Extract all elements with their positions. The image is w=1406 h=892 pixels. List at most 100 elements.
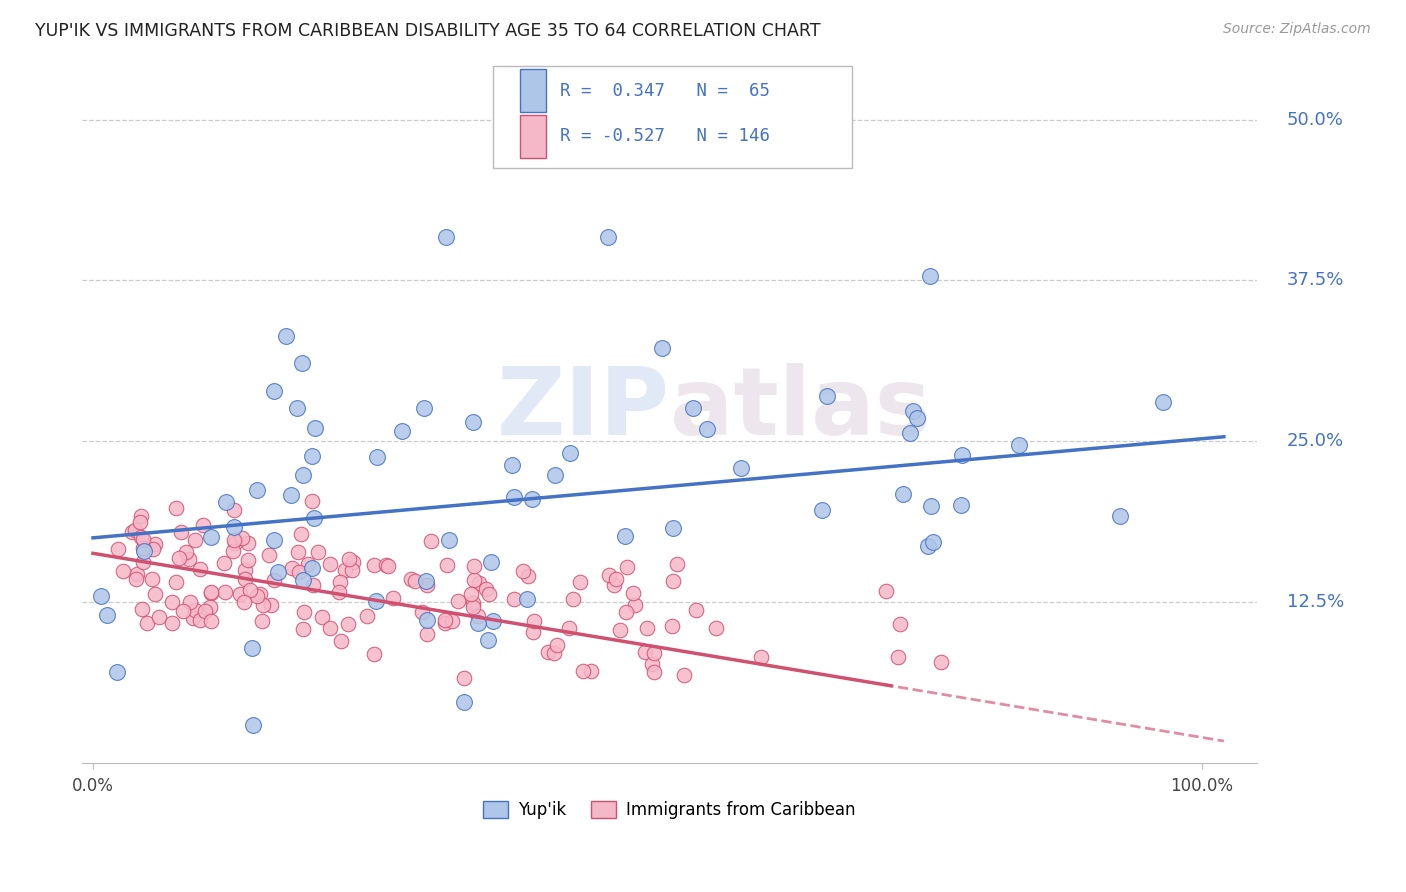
Immigrants from Caribbean bbox=[160, 595, 183, 609]
Immigrants from Caribbean bbox=[194, 604, 217, 618]
Yup'ik bbox=[463, 416, 485, 430]
Immigrants from Caribbean bbox=[236, 536, 259, 550]
Yup'ik bbox=[730, 460, 752, 475]
Immigrants from Caribbean bbox=[572, 664, 595, 678]
Immigrants from Caribbean bbox=[685, 603, 707, 617]
Immigrants from Caribbean bbox=[250, 615, 273, 629]
Immigrants from Caribbean bbox=[170, 524, 193, 539]
Immigrants from Caribbean bbox=[297, 557, 319, 571]
Immigrants from Caribbean bbox=[162, 616, 184, 631]
Yup'ik bbox=[1109, 508, 1132, 523]
Immigrants from Caribbean bbox=[603, 578, 626, 592]
Immigrants from Caribbean bbox=[200, 586, 222, 600]
Immigrants from Caribbean bbox=[318, 558, 340, 572]
Immigrants from Caribbean bbox=[307, 544, 329, 558]
Text: R = -0.527   N = 146: R = -0.527 N = 146 bbox=[560, 128, 770, 145]
Immigrants from Caribbean bbox=[461, 596, 484, 610]
Immigrants from Caribbean bbox=[411, 605, 433, 619]
Immigrants from Caribbean bbox=[420, 534, 443, 549]
Yup'ik bbox=[815, 389, 838, 403]
Immigrants from Caribbean bbox=[311, 610, 333, 624]
Immigrants from Caribbean bbox=[436, 558, 458, 572]
Immigrants from Caribbean bbox=[440, 614, 463, 628]
Yup'ik bbox=[898, 425, 921, 440]
Bar bbox=[520, 70, 546, 112]
Legend: Yup'ik, Immigrants from Caribbean: Yup'ik, Immigrants from Caribbean bbox=[477, 794, 862, 826]
Text: ZIP: ZIP bbox=[496, 363, 669, 455]
Immigrants from Caribbean bbox=[434, 613, 457, 627]
Immigrants from Caribbean bbox=[643, 646, 665, 660]
Immigrants from Caribbean bbox=[212, 557, 235, 571]
Yup'ik bbox=[437, 533, 460, 547]
Text: 12.5%: 12.5% bbox=[1286, 593, 1344, 611]
Immigrants from Caribbean bbox=[112, 564, 135, 578]
Immigrants from Caribbean bbox=[463, 558, 485, 573]
Immigrants from Caribbean bbox=[165, 575, 187, 590]
Immigrants from Caribbean bbox=[184, 533, 207, 547]
Immigrants from Caribbean bbox=[224, 536, 246, 550]
Immigrants from Caribbean bbox=[643, 665, 665, 680]
Yup'ik bbox=[560, 446, 582, 460]
Yup'ik bbox=[96, 608, 118, 623]
Immigrants from Caribbean bbox=[125, 567, 148, 582]
Yup'ik bbox=[415, 614, 437, 628]
Immigrants from Caribbean bbox=[260, 598, 283, 612]
FancyBboxPatch shape bbox=[494, 66, 852, 169]
Immigrants from Caribbean bbox=[174, 545, 197, 559]
Immigrants from Caribbean bbox=[665, 558, 688, 572]
Text: 25.0%: 25.0% bbox=[1286, 433, 1344, 450]
Immigrants from Caribbean bbox=[233, 563, 256, 577]
Immigrants from Caribbean bbox=[252, 598, 274, 612]
Immigrants from Caribbean bbox=[453, 671, 475, 685]
Immigrants from Caribbean bbox=[377, 558, 399, 573]
Immigrants from Caribbean bbox=[634, 645, 657, 659]
Immigrants from Caribbean bbox=[246, 589, 269, 603]
Text: R =  0.347   N =  65: R = 0.347 N = 65 bbox=[560, 81, 770, 100]
Immigrants from Caribbean bbox=[404, 574, 426, 588]
Immigrants from Caribbean bbox=[224, 533, 246, 547]
Immigrants from Caribbean bbox=[374, 558, 396, 573]
Immigrants from Caribbean bbox=[605, 572, 627, 586]
Text: Source: ZipAtlas.com: Source: ZipAtlas.com bbox=[1223, 22, 1371, 37]
Immigrants from Caribbean bbox=[328, 585, 350, 599]
Immigrants from Caribbean bbox=[461, 600, 484, 615]
Yup'ik bbox=[215, 494, 238, 508]
Yup'ik bbox=[503, 490, 526, 504]
Immigrants from Caribbean bbox=[537, 645, 560, 659]
Yup'ik bbox=[366, 450, 388, 464]
Yup'ik bbox=[950, 448, 973, 462]
Yup'ik bbox=[285, 401, 308, 416]
Immigrants from Caribbean bbox=[136, 615, 159, 630]
Yup'ik bbox=[921, 534, 943, 549]
Immigrants from Caribbean bbox=[463, 573, 485, 587]
Immigrants from Caribbean bbox=[233, 572, 256, 586]
Immigrants from Caribbean bbox=[467, 609, 489, 624]
Immigrants from Caribbean bbox=[340, 563, 363, 577]
Immigrants from Caribbean bbox=[460, 587, 482, 601]
Yup'ik bbox=[132, 544, 155, 558]
Immigrants from Caribbean bbox=[381, 591, 404, 606]
Immigrants from Caribbean bbox=[143, 537, 166, 551]
Immigrants from Caribbean bbox=[222, 503, 245, 517]
Yup'ik bbox=[696, 422, 718, 436]
Immigrants from Caribbean bbox=[188, 562, 211, 576]
Immigrants from Caribbean bbox=[467, 576, 489, 591]
Yup'ik bbox=[415, 574, 437, 588]
Immigrants from Caribbean bbox=[143, 587, 166, 601]
Immigrants from Caribbean bbox=[290, 526, 312, 541]
Immigrants from Caribbean bbox=[142, 542, 165, 557]
Immigrants from Caribbean bbox=[292, 606, 315, 620]
Yup'ik bbox=[222, 519, 245, 533]
Yup'ik bbox=[266, 565, 288, 579]
Immigrants from Caribbean bbox=[107, 541, 129, 556]
Immigrants from Caribbean bbox=[131, 541, 153, 556]
Immigrants from Caribbean bbox=[165, 501, 187, 516]
Immigrants from Caribbean bbox=[503, 591, 526, 606]
Immigrants from Caribbean bbox=[557, 621, 579, 635]
Immigrants from Caribbean bbox=[181, 611, 204, 625]
Immigrants from Caribbean bbox=[415, 627, 437, 641]
Immigrants from Caribbean bbox=[249, 587, 271, 601]
Immigrants from Caribbean bbox=[188, 613, 211, 627]
Immigrants from Caribbean bbox=[517, 569, 540, 583]
Yup'ik bbox=[1152, 395, 1174, 409]
